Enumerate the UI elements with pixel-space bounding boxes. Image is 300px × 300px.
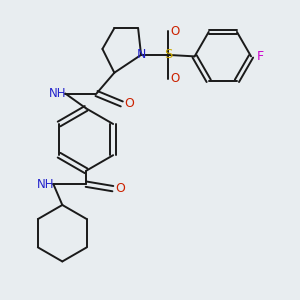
Text: NH: NH xyxy=(37,178,55,191)
Text: O: O xyxy=(124,98,134,110)
Text: F: F xyxy=(256,50,263,63)
Text: O: O xyxy=(171,72,180,85)
Text: NH: NH xyxy=(49,87,67,100)
Text: O: O xyxy=(171,25,180,38)
Text: N: N xyxy=(136,48,146,62)
Text: S: S xyxy=(164,48,172,62)
Text: O: O xyxy=(115,182,125,195)
